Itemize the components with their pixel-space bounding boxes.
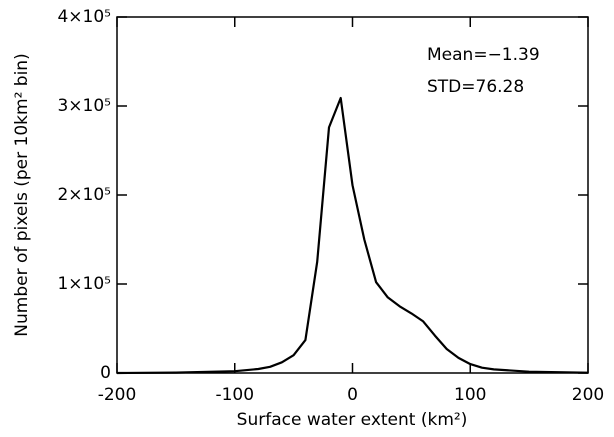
annotation: Mean=−1.39 xyxy=(427,45,540,65)
y-axis-label: Number of pixels (per 10km² bin) xyxy=(12,53,32,336)
y-tick-label: 0 xyxy=(100,363,111,383)
plot-frame xyxy=(116,16,589,374)
x-tick-label: -200 xyxy=(98,385,137,405)
x-axis-label: Surface water extent (km²) xyxy=(237,410,468,430)
x-tick-label: 100 xyxy=(454,385,486,405)
annotation: STD=76.28 xyxy=(427,77,524,97)
x-tick-label: 0 xyxy=(347,385,358,405)
y-tick-label: 3×10⁵ xyxy=(57,96,111,116)
y-tick-label: 1×10⁵ xyxy=(57,274,111,294)
y-tick-label: 4×10⁵ xyxy=(57,7,111,27)
y-tick-label: 2×10⁵ xyxy=(57,185,111,205)
x-tick-label: -100 xyxy=(215,385,254,405)
data-line xyxy=(116,96,589,375)
x-tick-label: 200 xyxy=(572,385,604,405)
